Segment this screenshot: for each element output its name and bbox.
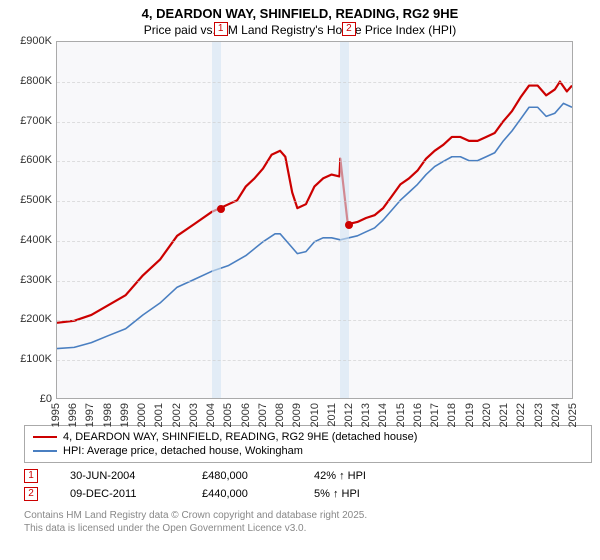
x-axis-label: 1998 <box>102 403 114 427</box>
y-axis-label: £300K <box>8 274 52 286</box>
plot-region: 12 <box>56 41 573 399</box>
y-axis-label: £0 <box>8 393 52 405</box>
x-axis-label: 2023 <box>533 403 545 427</box>
x-axis-label: 2021 <box>498 403 510 427</box>
sale-marker-box: 1 <box>214 22 228 36</box>
highlight-band <box>212 42 221 398</box>
x-axis-label: 1996 <box>67 403 79 427</box>
x-axis-label: 2002 <box>171 403 183 427</box>
x-axis-label: 2017 <box>429 403 441 427</box>
y-axis-label: £500K <box>8 194 52 206</box>
x-axis-label: 2010 <box>309 403 321 427</box>
sale-date: 09-DEC-2011 <box>70 488 170 500</box>
gridline <box>57 281 572 282</box>
sales-table: 1 30-JUN-2004 £480,000 42% ↑ HPI 2 09-DEC-201… <box>24 467 592 503</box>
x-axis-label: 1995 <box>50 403 62 427</box>
x-axis-label: 2016 <box>412 403 424 427</box>
gridline <box>57 122 572 123</box>
sales-row: 1 30-JUN-2004 £480,000 42% ↑ HPI <box>24 467 592 485</box>
y-axis-label: £800K <box>8 75 52 87</box>
chart-subtitle: Price paid vs. HM Land Registry's House … <box>0 21 600 41</box>
sale-price: £440,000 <box>202 488 282 500</box>
x-axis-label: 2009 <box>291 403 303 427</box>
x-axis-label: 2001 <box>153 403 165 427</box>
legend-label: 4, DEARDON WAY, SHINFIELD, READING, RG2 … <box>63 431 417 443</box>
gridline <box>57 360 572 361</box>
legend: 4, DEARDON WAY, SHINFIELD, READING, RG2 … <box>24 425 592 463</box>
sale-marker-inline: 1 <box>24 469 38 483</box>
x-axis-label: 2015 <box>395 403 407 427</box>
x-axis-label: 2003 <box>188 403 200 427</box>
y-axis-label: £600K <box>8 154 52 166</box>
x-axis-label: 2012 <box>343 403 355 427</box>
x-axis-label: 2024 <box>550 403 562 427</box>
footer: Contains HM Land Registry data © Crown c… <box>24 509 592 535</box>
y-axis-label: £200K <box>8 313 52 325</box>
x-axis-label: 2013 <box>360 403 372 427</box>
x-axis-label: 2025 <box>567 403 579 427</box>
series-property <box>57 82 572 323</box>
legend-item: HPI: Average price, detached house, Woki… <box>33 444 583 458</box>
gridline <box>57 320 572 321</box>
sale-price: £480,000 <box>202 470 282 482</box>
x-axis-label: 2022 <box>515 403 527 427</box>
sale-delta: 5% ↑ HPI <box>314 488 360 500</box>
footer-line: Contains HM Land Registry data © Crown c… <box>24 509 592 522</box>
sale-date: 30-JUN-2004 <box>70 470 170 482</box>
series-hpi <box>57 103 572 348</box>
x-axis-label: 2007 <box>257 403 269 427</box>
y-axis-label: £400K <box>8 234 52 246</box>
y-axis-label: £100K <box>8 353 52 365</box>
sale-point <box>345 221 353 229</box>
y-axis-label: £900K <box>8 35 52 47</box>
sale-delta: 42% ↑ HPI <box>314 470 366 482</box>
sale-marker-box: 2 <box>342 22 356 36</box>
gridline <box>57 201 572 202</box>
x-axis-label: 2005 <box>222 403 234 427</box>
x-axis-label: 2011 <box>326 403 338 427</box>
x-axis-label: 2008 <box>274 403 286 427</box>
x-axis-label: 2020 <box>481 403 493 427</box>
x-axis-label: 2000 <box>136 403 148 427</box>
y-axis-label: £700K <box>8 115 52 127</box>
x-axis-label: 2019 <box>464 403 476 427</box>
x-axis-label: 2004 <box>205 403 217 427</box>
gridline <box>57 161 572 162</box>
x-axis-label: 1999 <box>119 403 131 427</box>
x-axis-label: 2014 <box>377 403 389 427</box>
sale-point <box>217 205 225 213</box>
x-axis-label: 2006 <box>240 403 252 427</box>
x-axis-label: 1997 <box>84 403 96 427</box>
sales-row: 2 09-DEC-2011 £440,000 5% ↑ HPI <box>24 485 592 503</box>
legend-swatch <box>33 436 57 438</box>
sale-marker-inline: 2 <box>24 487 38 501</box>
legend-item: 4, DEARDON WAY, SHINFIELD, READING, RG2 … <box>33 430 583 444</box>
chart-area: £0 £100K £200K £300K £400K £500K £600K £700K £80… <box>8 41 573 421</box>
gridline <box>57 82 572 83</box>
x-axis-label: 2018 <box>446 403 458 427</box>
legend-label: HPI: Average price, detached house, Woki… <box>63 445 303 457</box>
chart-title: 4, DEARDON WAY, SHINFIELD, READING, RG2 … <box>0 0 600 21</box>
footer-line: This data is licensed under the Open Gov… <box>24 522 592 535</box>
legend-swatch <box>33 450 57 452</box>
gridline <box>57 241 572 242</box>
